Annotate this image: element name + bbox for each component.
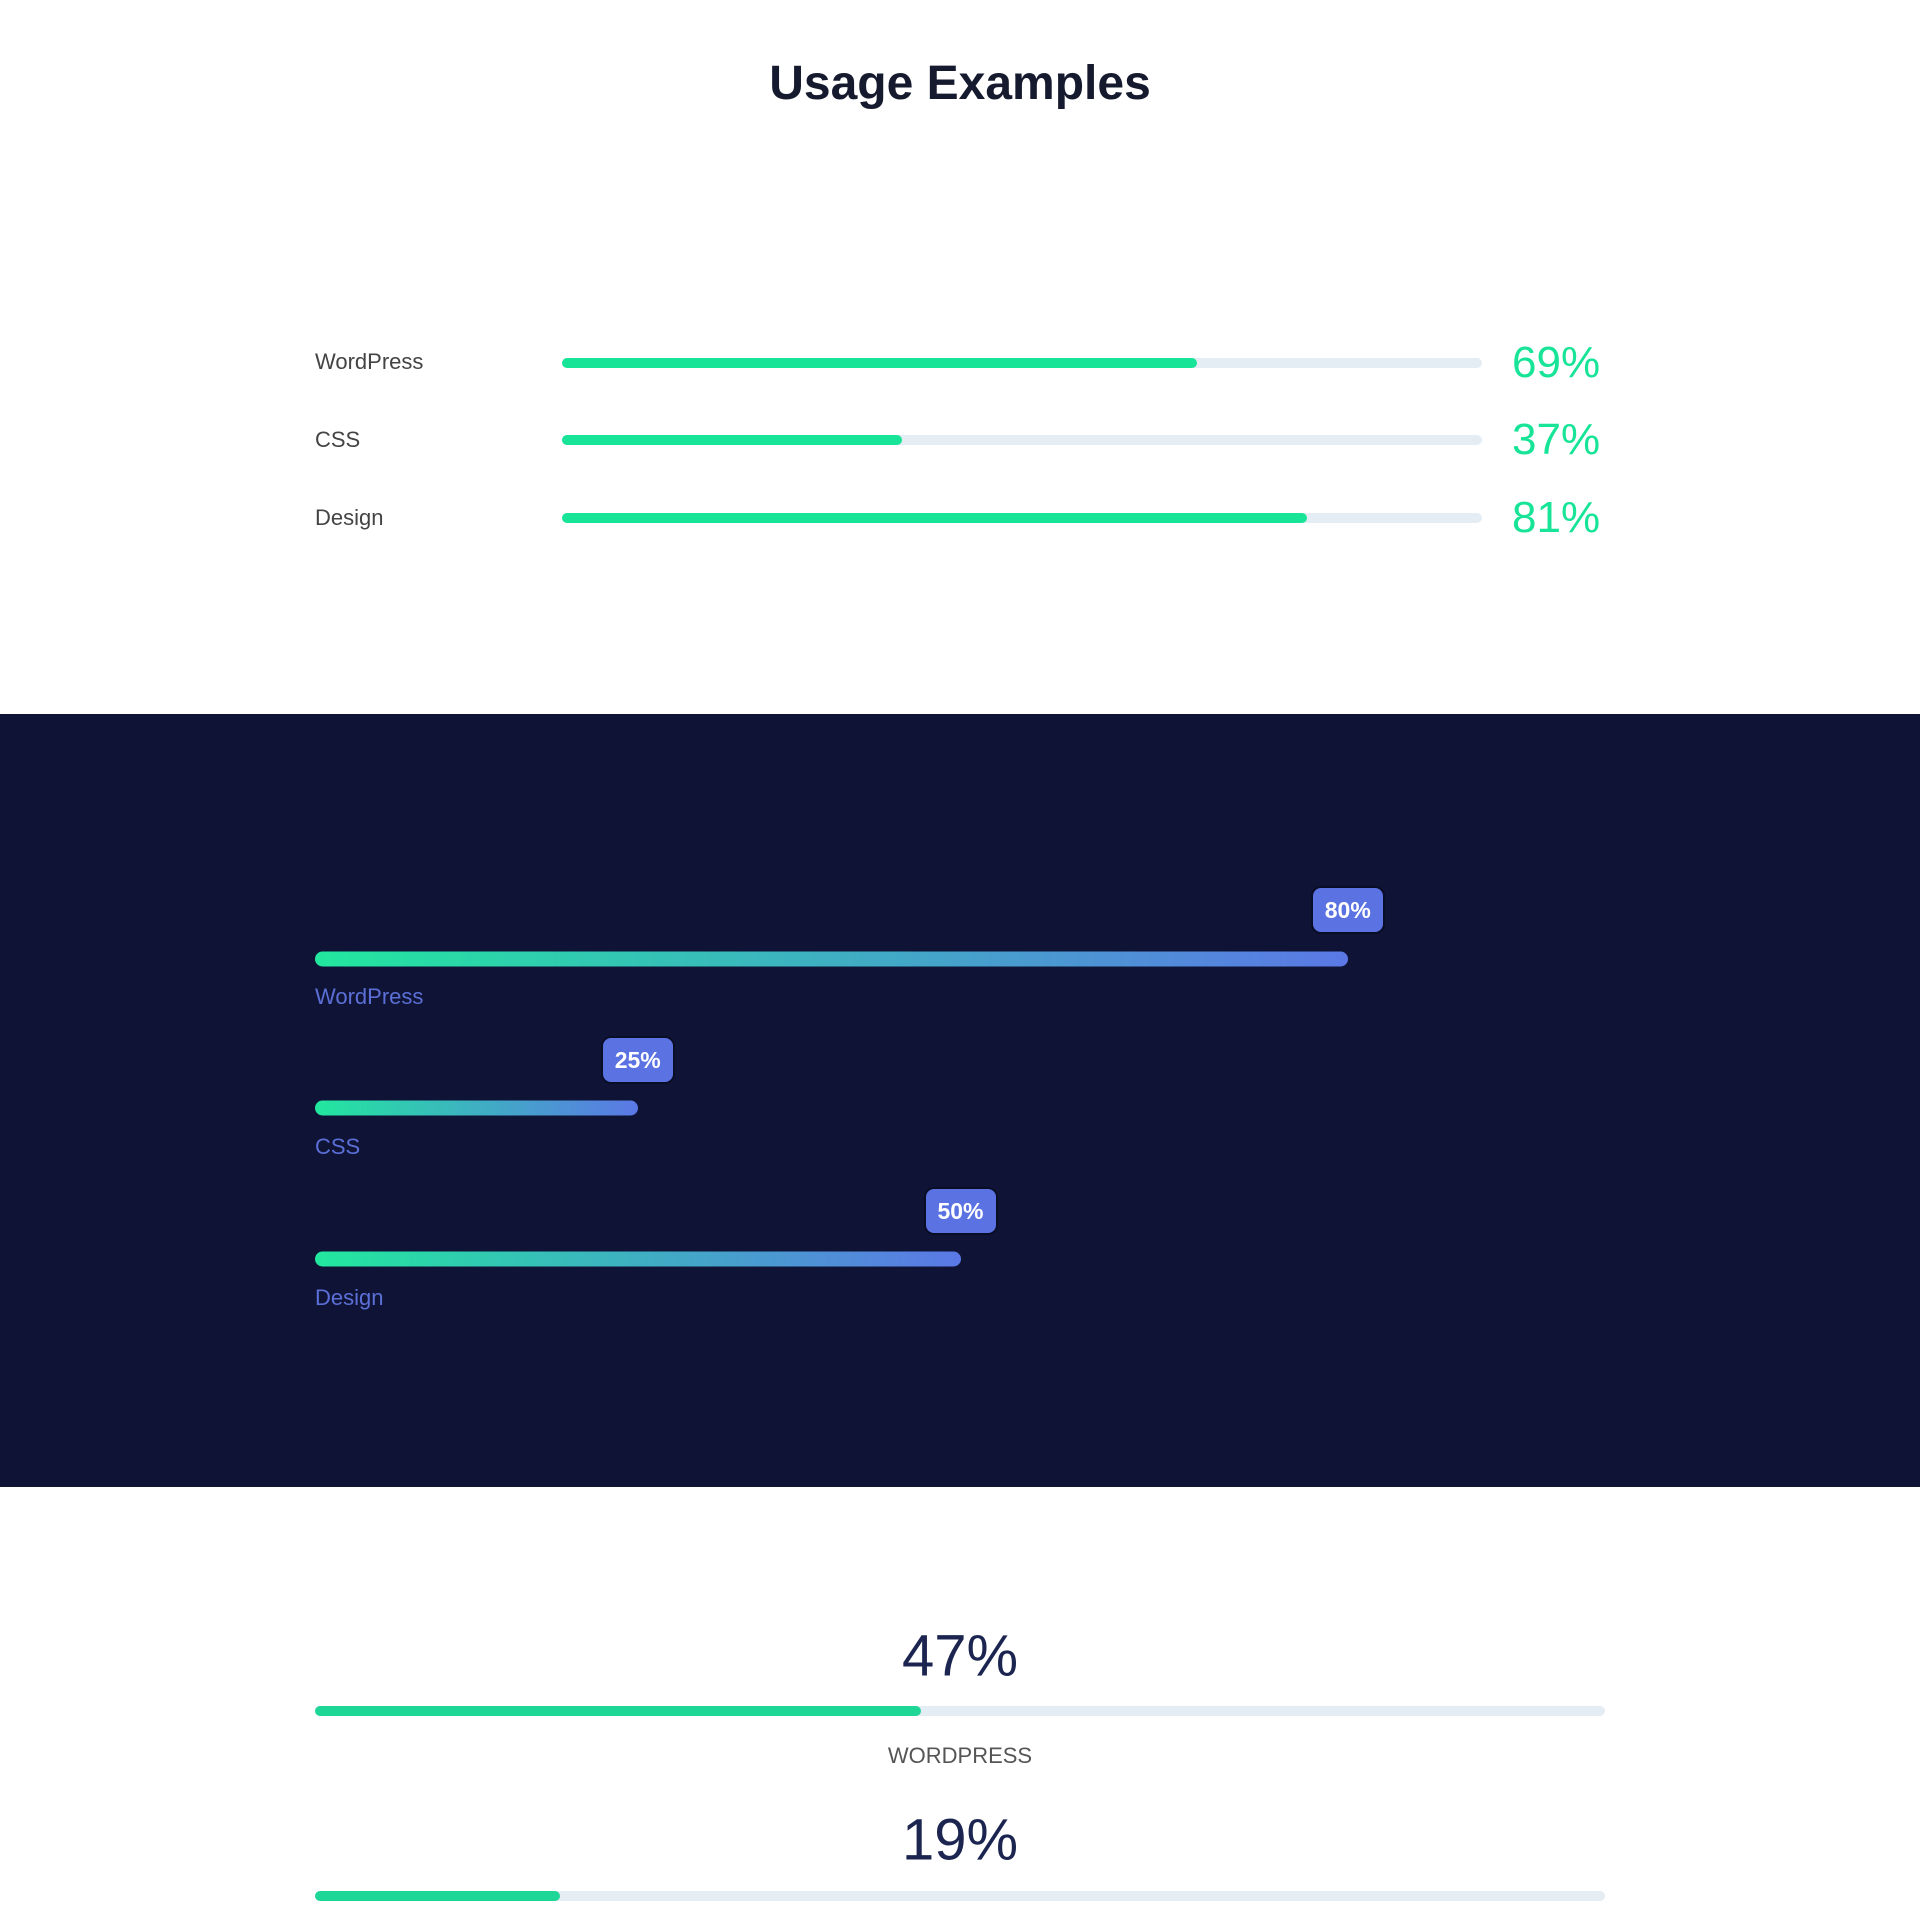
progress-label: WORDPRESS — [887, 1743, 1033, 1768]
progress-track — [562, 435, 1482, 445]
progress-track — [562, 513, 1482, 523]
progress-label: CSS — [315, 427, 361, 452]
progress-fill — [562, 435, 903, 445]
progress-label: CSS — [315, 1134, 361, 1159]
progress-percent: 81% — [1512, 493, 1601, 542]
progress-label: WordPress — [315, 984, 424, 1009]
progress-track — [315, 1100, 1606, 1116]
progress-fill — [562, 513, 1308, 523]
progress-fill — [562, 358, 1197, 368]
progress-label: Design — [315, 505, 384, 530]
percent-badge: 50% — [925, 1189, 996, 1233]
progress-fill — [315, 1100, 638, 1116]
progress-fill — [315, 951, 1348, 967]
progress-fill — [315, 1251, 961, 1267]
progress-track — [315, 1891, 1605, 1901]
progress-fill — [315, 1891, 561, 1901]
progress-track — [315, 1251, 1606, 1267]
page-title: Usage Examples — [769, 57, 1151, 110]
percent-badge: 25% — [602, 1038, 673, 1082]
progress-track — [315, 951, 1606, 967]
progress-percent: 47% — [901, 1623, 1019, 1689]
percent-badge: 80% — [1312, 888, 1383, 932]
progress-track — [315, 1706, 1605, 1716]
progress-label: WordPress — [315, 349, 424, 374]
progress-fill — [315, 1706, 922, 1716]
progress-label: Design — [315, 1285, 384, 1310]
progress-percent: 37% — [1512, 415, 1601, 464]
progress-percent: 69% — [1512, 338, 1601, 387]
progress-percent: 19% — [901, 1807, 1019, 1873]
progress-track — [562, 358, 1482, 368]
